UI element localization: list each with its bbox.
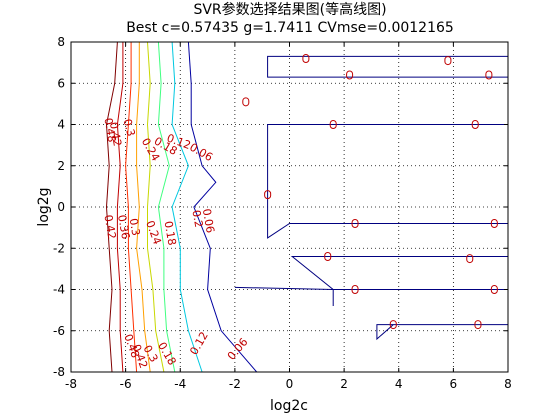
contour-labels: 0.480.420.30.240.180.120.060.420.360.3 0.…	[101, 117, 250, 370]
x-tick-label: 6	[450, 377, 458, 391]
contour-label: 0.3	[127, 217, 143, 236]
contour-label: 0.42	[101, 214, 118, 240]
y-tick-label: 8	[57, 35, 65, 49]
contour-label: 0.3	[120, 118, 137, 138]
contour-marker	[444, 56, 452, 66]
contour-line-0.24	[146, 41, 165, 373]
contour-label: 0.48	[101, 117, 118, 143]
x-tick-label: -8	[65, 377, 77, 391]
contour-label: 0.2	[189, 209, 205, 228]
contour-line-0.12	[171, 41, 203, 373]
y-tick-label: 6	[57, 76, 65, 90]
x-tick-label: -4	[174, 377, 186, 391]
contour-marker	[324, 252, 332, 261]
x-tick-label: 2	[340, 377, 348, 391]
contour-marker	[264, 190, 272, 200]
contour-marker	[466, 254, 474, 264]
contour-marker	[490, 219, 498, 228]
y-tick-label: -4	[53, 283, 65, 297]
contour-marker	[389, 320, 397, 330]
contour-label: 0.12	[187, 330, 211, 358]
contour-line-0.42	[116, 42, 124, 373]
contour-line-0.3	[136, 42, 151, 373]
flat-contour-line	[234, 286, 334, 290]
y-tick-label: -8	[53, 365, 65, 379]
contour-line-0.18	[157, 41, 176, 373]
y-tick-label: 4	[57, 118, 65, 132]
grid-lines	[71, 42, 508, 372]
contour-line-0.48	[105, 41, 118, 373]
contour-marker	[471, 120, 479, 129]
contour-marker	[302, 54, 310, 63]
y-tick-label: -2	[53, 241, 65, 255]
contour-marker	[485, 70, 493, 80]
flat-contour-line	[267, 55, 508, 78]
contour-label: 0.42	[107, 121, 124, 147]
contour-marker	[242, 97, 250, 107]
contour-label: 0.36	[115, 214, 132, 240]
contour-markers	[242, 54, 498, 330]
contour-line-0.36	[125, 42, 138, 373]
flat-contour-line	[290, 256, 508, 290]
x-tick-label: 8	[504, 377, 512, 391]
flat-contour-line	[376, 324, 508, 341]
y-tick-label: 2	[57, 159, 65, 173]
contour-marker	[351, 285, 359, 294]
contour-marker	[346, 70, 354, 80]
contour-label: 0.06	[200, 208, 217, 234]
x-tick-label: -6	[120, 377, 132, 391]
chart-subtitle: Best c=0.57435 g=1.7411 CVmse=0.0012165	[126, 20, 454, 36]
chart-title: SVR参数选择结果图(等高线图)	[193, 1, 386, 18]
contour-marker	[490, 285, 498, 294]
contour-label: 0.18	[162, 220, 179, 246]
contour-marker	[474, 320, 482, 330]
contour-marker	[351, 219, 359, 228]
y-axis-label: log2g	[36, 187, 52, 226]
contour-marker	[329, 120, 337, 129]
x-axis-label: log2c	[270, 398, 308, 414]
x-tick-label: 0	[286, 377, 294, 391]
x-tick-label: 4	[395, 377, 403, 391]
y-tick-label: 0	[57, 200, 65, 214]
contour-lines	[105, 41, 258, 373]
flat-region-lines	[234, 55, 508, 341]
y-tick-label: -6	[53, 324, 65, 338]
axis-ticks: -8 -6 -4 -2 0 2 4 6 8 -8 -6 -4 -2 0 2 4 6 8	[53, 35, 512, 391]
x-tick-label: -2	[229, 377, 241, 391]
contour-line-0.06	[187, 41, 258, 373]
flat-contour-line	[267, 124, 508, 239]
